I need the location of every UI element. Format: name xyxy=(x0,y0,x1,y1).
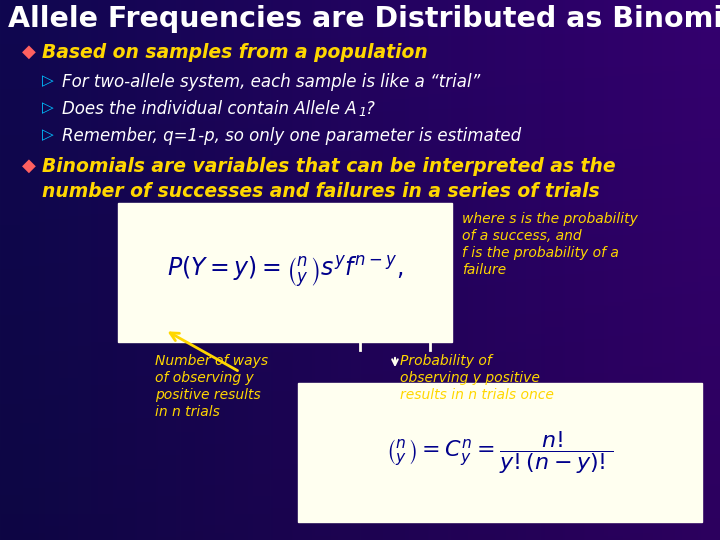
Text: of a success, and: of a success, and xyxy=(462,229,582,243)
Text: of observing y: of observing y xyxy=(155,371,253,385)
Text: For two-allele system, each sample is like a “trial”: For two-allele system, each sample is li… xyxy=(62,73,480,91)
Text: number of successes and failures in a series of trials: number of successes and failures in a se… xyxy=(42,182,600,201)
Text: where s is the probability: where s is the probability xyxy=(462,212,638,226)
Text: Number of ways: Number of ways xyxy=(155,354,268,368)
Text: f is the probability of a: f is the probability of a xyxy=(462,246,619,260)
Text: observing y positive: observing y positive xyxy=(400,371,540,385)
Text: 1: 1 xyxy=(358,106,366,119)
Text: Probability of: Probability of xyxy=(400,354,492,368)
Text: Based on samples from a population: Based on samples from a population xyxy=(42,43,428,62)
Text: Remember, q=1-p, so only one parameter is estimated: Remember, q=1-p, so only one parameter i… xyxy=(62,127,521,145)
Text: results in n trials once: results in n trials once xyxy=(400,388,554,402)
FancyBboxPatch shape xyxy=(118,203,452,342)
Text: $\binom{n}{y} = C_y^n = \dfrac{n!}{y!(n-y)!}$: $\binom{n}{y} = C_y^n = \dfrac{n!}{y!(n-… xyxy=(387,429,613,476)
Text: Does the individual contain Allele A: Does the individual contain Allele A xyxy=(62,100,356,118)
Text: ▷: ▷ xyxy=(42,100,54,115)
Text: in n trials: in n trials xyxy=(155,405,220,419)
Text: $P(Y = y) = \binom{n}{y} s^y f^{n-y},$: $P(Y = y) = \binom{n}{y} s^y f^{n-y},$ xyxy=(167,255,403,290)
Text: ◆: ◆ xyxy=(22,157,36,175)
FancyBboxPatch shape xyxy=(298,383,702,522)
Text: Binomials are variables that can be interpreted as the: Binomials are variables that can be inte… xyxy=(42,157,616,176)
Text: failure: failure xyxy=(462,263,506,277)
Text: ▷: ▷ xyxy=(42,127,54,142)
Text: ?: ? xyxy=(366,100,375,118)
Text: ◆: ◆ xyxy=(22,43,36,61)
Text: positive results: positive results xyxy=(155,388,261,402)
Text: ▷: ▷ xyxy=(42,73,54,88)
Text: Allele Frequencies are Distributed as Binomials: Allele Frequencies are Distributed as Bi… xyxy=(8,5,720,33)
